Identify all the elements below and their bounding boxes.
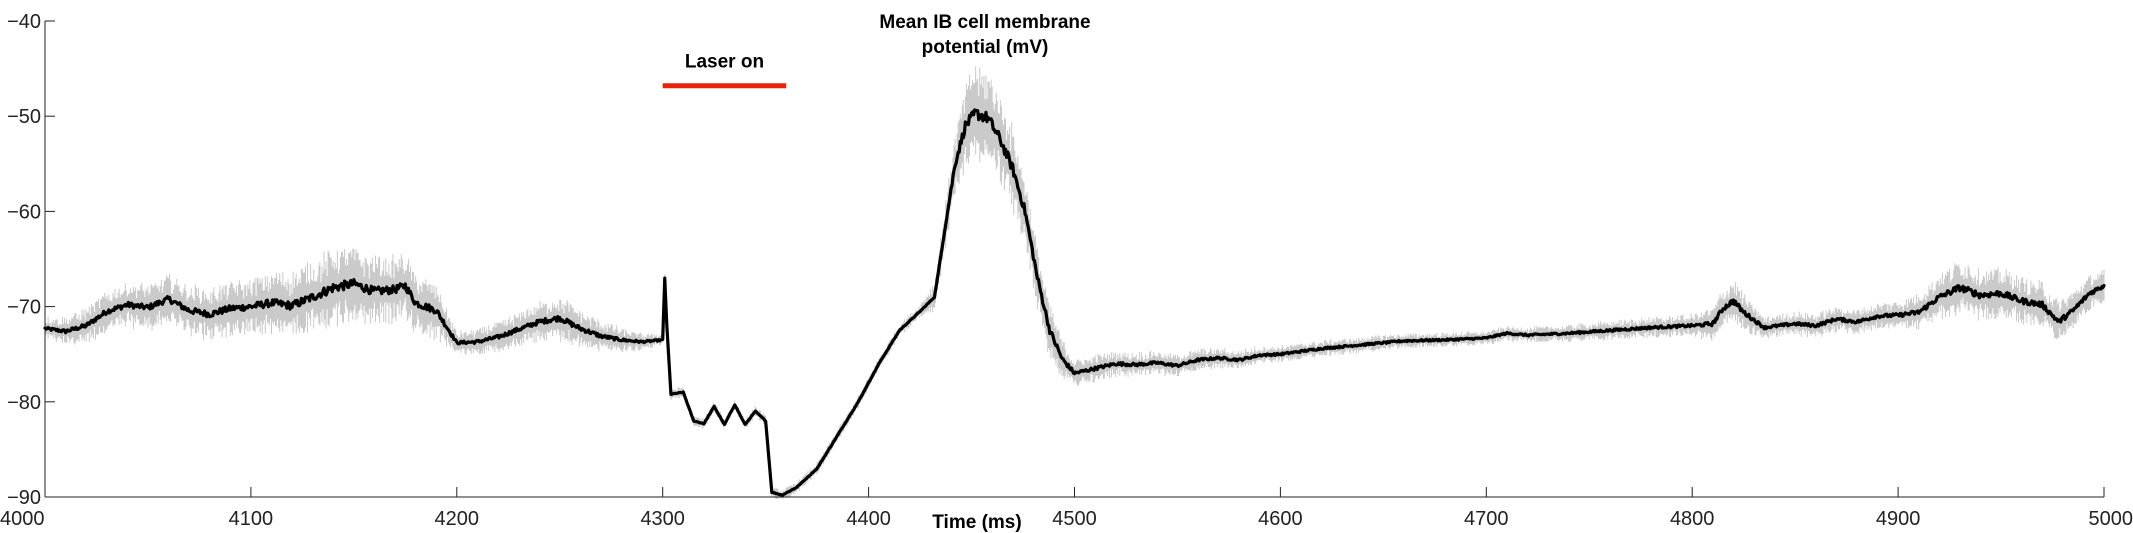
x-tick-label: 4400: [846, 508, 891, 530]
chart-title-line-1: Mean IB cell membrane: [879, 12, 1090, 33]
y-tick-label: −40: [7, 11, 41, 33]
x-tick-label: 4000: [0, 508, 45, 530]
y-tick-label: −60: [7, 201, 41, 223]
annotation-layer: Laser on: [662, 52, 787, 89]
x-tick-label: 4300: [640, 508, 685, 530]
x-tick-label: 4700: [1464, 508, 1509, 530]
x-tick-label: 4800: [1670, 508, 1715, 530]
x-tick-label: 4100: [229, 508, 274, 530]
y-tick-label: −90: [7, 487, 41, 509]
x-tick-label: 4600: [1258, 508, 1303, 530]
chart-title-line-2: potential (mV): [922, 37, 1049, 58]
x-tick-label: 4200: [435, 508, 480, 530]
mean-trace-line: [43, 108, 2106, 498]
x-axis-label: Time (ms): [932, 512, 1021, 533]
mean-trace-layer: [43, 108, 2106, 498]
y-tick-label: −50: [7, 106, 41, 128]
y-tick-label: −80: [7, 392, 41, 414]
x-tick-label: 5000: [2089, 508, 2133, 530]
laser-on-label: Laser on: [685, 52, 764, 73]
y-tick-label: −70: [7, 297, 41, 319]
x-tick-label: 4900: [1876, 508, 1921, 530]
x-tick-label: 4500: [1052, 508, 1097, 530]
